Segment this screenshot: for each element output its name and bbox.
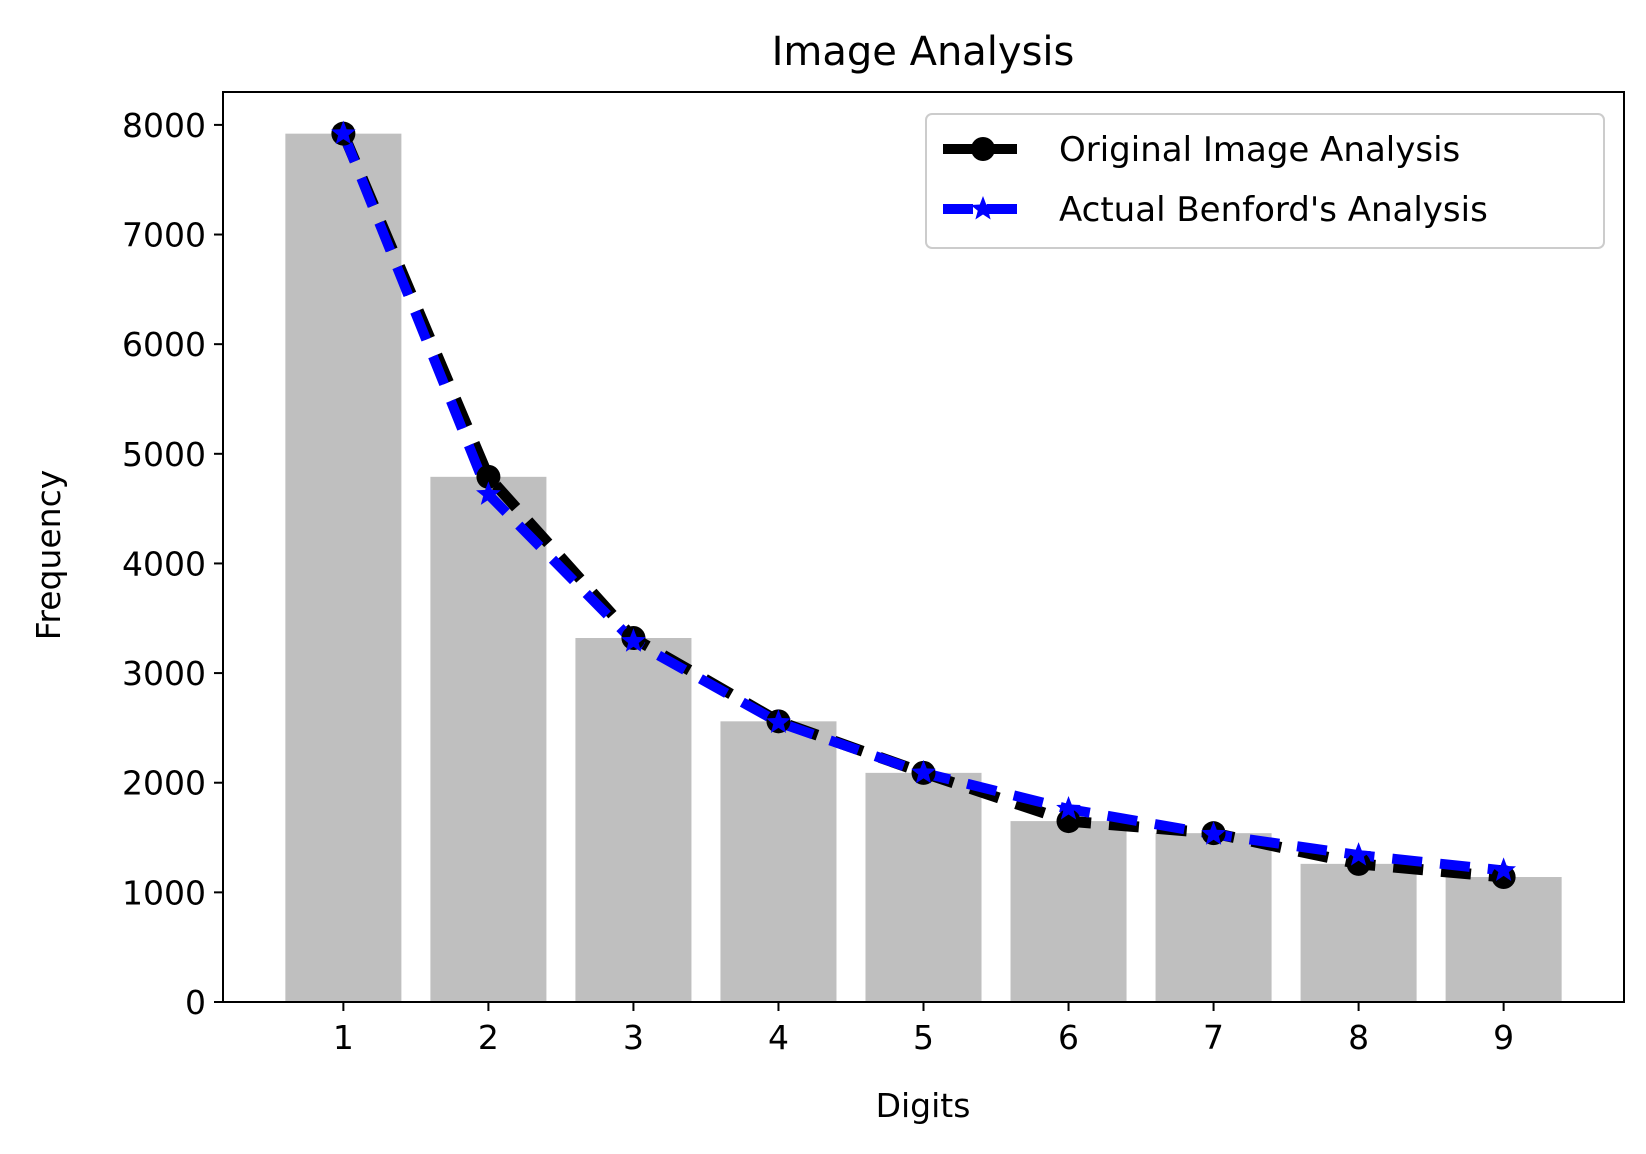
legend: Original Image Analysis Actual Benford's … [925, 113, 1605, 249]
y-axis-ticks: 0 1000 2000 3000 4000 5000 6000 7000 8000 [122, 106, 223, 1022]
bar-8 [1300, 863, 1417, 1002]
x-tick-label: 1 [333, 1018, 354, 1057]
bar-1 [285, 133, 402, 1002]
x-tick-label: 8 [1348, 1018, 1369, 1057]
y-tick-label: 6000 [122, 325, 206, 364]
marker-benford-4 [766, 709, 791, 733]
x-tick-label: 6 [1058, 1018, 1079, 1057]
bar-5 [865, 772, 982, 1002]
y-tick-label: 5000 [122, 435, 206, 474]
markers-layer [331, 120, 1516, 890]
y-tick-label: 0 [185, 983, 206, 1022]
legend-items: Original Image Analysis Actual Benford's … [943, 130, 1488, 230]
legend-label-benford: Actual Benford's Analysis [1059, 190, 1488, 230]
legend-marker-circle-icon [971, 137, 995, 161]
marker-benford-6 [1056, 796, 1081, 820]
x-tick-label: 7 [1203, 1018, 1224, 1057]
marker-benford-3 [621, 628, 646, 652]
x-axis-label: Digits [876, 1086, 971, 1125]
legend-marker-star-icon [970, 196, 996, 220]
x-tick-label: 2 [478, 1018, 499, 1057]
x-axis-ticks: 1 2 3 4 5 6 7 8 9 [333, 1002, 1514, 1057]
marker-benford-1 [331, 120, 356, 145]
y-tick-label: 7000 [122, 216, 206, 255]
marker-benford-8 [1346, 842, 1371, 866]
y-tick-label: 2000 [122, 764, 206, 803]
y-tick-label: 4000 [122, 544, 206, 583]
marker-benford-9 [1491, 857, 1516, 881]
y-tick-label: 8000 [122, 106, 206, 145]
legend-label-original: Original Image Analysis [1059, 130, 1460, 170]
x-tick-label: 5 [913, 1018, 934, 1057]
marker-benford-5 [911, 759, 936, 784]
bar-6 [1010, 821, 1127, 1002]
y-tick-label: 3000 [122, 654, 206, 693]
x-tick-label: 4 [768, 1018, 789, 1057]
y-axis-label: Frequency [29, 470, 68, 640]
marker-benford-2 [476, 481, 501, 505]
series-line-original [338, 131, 1505, 883]
marker-original-2 [476, 464, 501, 489]
marker-benford-7 [1201, 821, 1226, 845]
x-tick-label: 3 [623, 1018, 644, 1057]
x-tick-label: 9 [1493, 1018, 1514, 1057]
legend-box [925, 113, 1605, 249]
bars-layer [285, 133, 1562, 1003]
y-tick-label: 1000 [122, 873, 206, 912]
bar-4 [720, 721, 837, 1002]
bar-2 [430, 476, 547, 1003]
chart-title: Image Analysis [772, 29, 1075, 75]
marker-original-8 [1346, 851, 1371, 876]
bar-7 [1155, 833, 1272, 1002]
bar-9 [1445, 877, 1562, 1002]
bar-3 [575, 638, 692, 1002]
